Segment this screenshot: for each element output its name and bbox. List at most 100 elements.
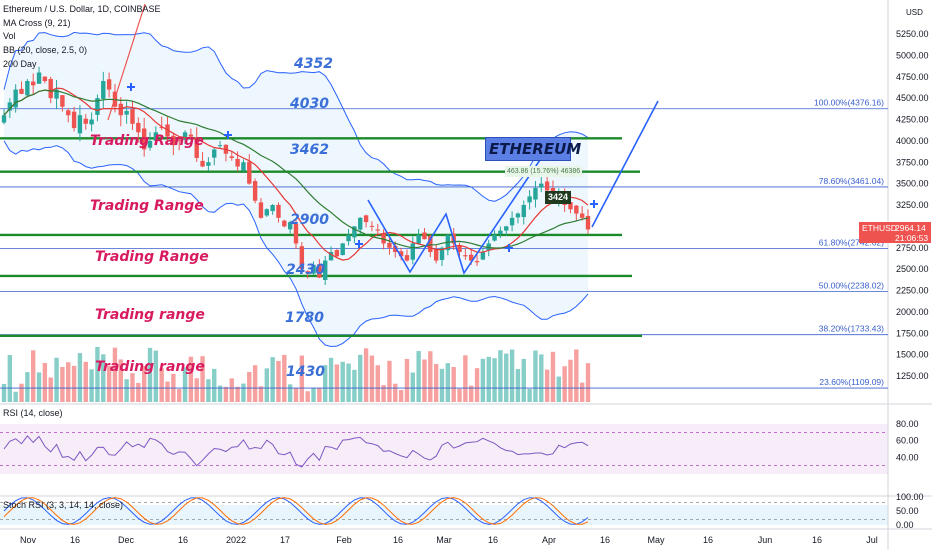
stoch-pane-bg (0, 505, 888, 525)
signal-marker-3 (505, 244, 513, 252)
measure-label: 463.86 (15.76%) 46386 (505, 166, 583, 177)
indicator-ma-cross[interactable]: MA Cross (9, 21) (3, 18, 71, 28)
price-tick-0: 5250.00 (896, 29, 929, 39)
volume-bar-42 (247, 371, 252, 402)
volume-bar-30 (177, 389, 182, 402)
volume-bar-97 (568, 359, 573, 402)
candle-85 (498, 230, 503, 235)
rsi-tick-0: 80.00 (896, 419, 919, 429)
indicator-200-day[interactable]: 200 Day (3, 59, 37, 69)
volume-bar-7 (42, 363, 48, 402)
volume-bar-25 (147, 347, 153, 402)
candle-23 (136, 122, 141, 133)
range-annotation-2: Trading Range (95, 249, 209, 265)
fib-label-5: 23.60%(1109.09) (819, 377, 884, 387)
volume-bar-93 (544, 369, 550, 402)
candle-34 (200, 160, 205, 167)
candle-58 (340, 243, 345, 256)
candle-57 (334, 250, 340, 257)
candle-99 (579, 213, 585, 218)
volume-bar-44 (258, 386, 264, 402)
candle-63 (369, 225, 375, 227)
candle-56 (328, 252, 334, 261)
time-tick-16: Jul (866, 535, 878, 545)
candle-2 (13, 89, 18, 108)
candle-46 (270, 205, 275, 212)
volume-bar-98 (574, 349, 579, 402)
volume-bar-36 (212, 368, 217, 402)
price-box: 3424 (545, 191, 571, 204)
volume-bar-27 (159, 368, 164, 402)
volume-bar-47 (276, 360, 281, 402)
price-tick-9: 2750.00 (896, 243, 929, 253)
time-tick-9: 16 (488, 535, 498, 545)
volume-bar-43 (252, 365, 258, 402)
volume-bar-28 (165, 381, 170, 402)
bollinger-upper (3, 31, 589, 202)
candle-54 (317, 264, 322, 278)
indicator-bb[interactable]: BB (20, close, 2.5, 0) (3, 45, 88, 55)
volume-bar-2 (13, 391, 18, 402)
volume-bar-68 (398, 390, 404, 402)
volume-bar-75 (439, 368, 445, 402)
price-tick-5: 4000.00 (896, 136, 929, 146)
volume-bar-31 (182, 367, 188, 402)
candle-22 (130, 109, 135, 124)
volume-bar-71 (416, 351, 421, 402)
range-annotation-0: Trading Range (90, 133, 204, 149)
candle-75 (439, 247, 445, 260)
rsi-label[interactable]: RSI (14, close) (3, 408, 63, 418)
volume-bar-77 (451, 366, 456, 402)
volume-bar-88 (515, 369, 521, 402)
candle-31 (182, 132, 188, 139)
candle-74 (433, 249, 439, 261)
signal-marker-0 (127, 83, 135, 91)
candle-20 (118, 103, 123, 116)
candle-61 (358, 217, 363, 230)
candle-29 (171, 135, 176, 146)
range-annotation-3: Trading range (95, 307, 205, 323)
level-annotation-0: 4352 (293, 56, 333, 72)
volume-bar-81 (474, 368, 480, 402)
candle-88 (515, 213, 521, 218)
volume-bar-20 (118, 359, 123, 402)
candle-98 (574, 205, 579, 214)
candle-27 (159, 127, 164, 129)
pattern-line (367, 147, 549, 275)
signal-marker-4 (590, 200, 598, 208)
volume-bar-14 (83, 361, 88, 402)
candle-32 (188, 134, 194, 137)
stoch-tick-0: 100.00 (896, 492, 924, 502)
level-annotation-6: 1430 (286, 364, 325, 380)
time-tick-13: 16 (703, 535, 713, 545)
volume-bar-91 (533, 350, 538, 402)
volume-bar-60 (352, 369, 357, 402)
volume-bar-0 (1, 383, 7, 402)
candle-9 (54, 89, 59, 99)
candle-53 (311, 264, 316, 274)
volume-bar-32 (188, 356, 194, 402)
candle-48 (282, 220, 287, 227)
volume-bar-41 (241, 383, 246, 402)
candle-37 (217, 145, 223, 147)
countdown: 21:06:53 (895, 233, 929, 243)
candle-16 (95, 98, 100, 115)
currency-label[interactable]: USD (906, 8, 923, 17)
time-tick-11: 16 (600, 535, 610, 545)
level-annotation-4: 2430 (286, 262, 325, 278)
volume-bar-49 (287, 384, 293, 402)
candle-17 (101, 81, 106, 99)
candle-42 (247, 161, 252, 184)
candle-83 (486, 243, 491, 251)
range-annotation-1: Trading Range (90, 198, 204, 214)
volume-bar-92 (539, 354, 544, 402)
rsi-line (3, 435, 589, 468)
stoch-label[interactable]: Stoch RSI (3, 3, 14, 14, close) (3, 500, 124, 510)
indicator-vol[interactable]: Vol (3, 31, 16, 41)
fib-label-0: 100.00%(4376.16) (814, 98, 884, 108)
volume-bar-65 (381, 385, 386, 402)
candle-44 (258, 202, 264, 218)
candle-62 (363, 215, 369, 223)
volume-bar-9 (54, 357, 59, 402)
